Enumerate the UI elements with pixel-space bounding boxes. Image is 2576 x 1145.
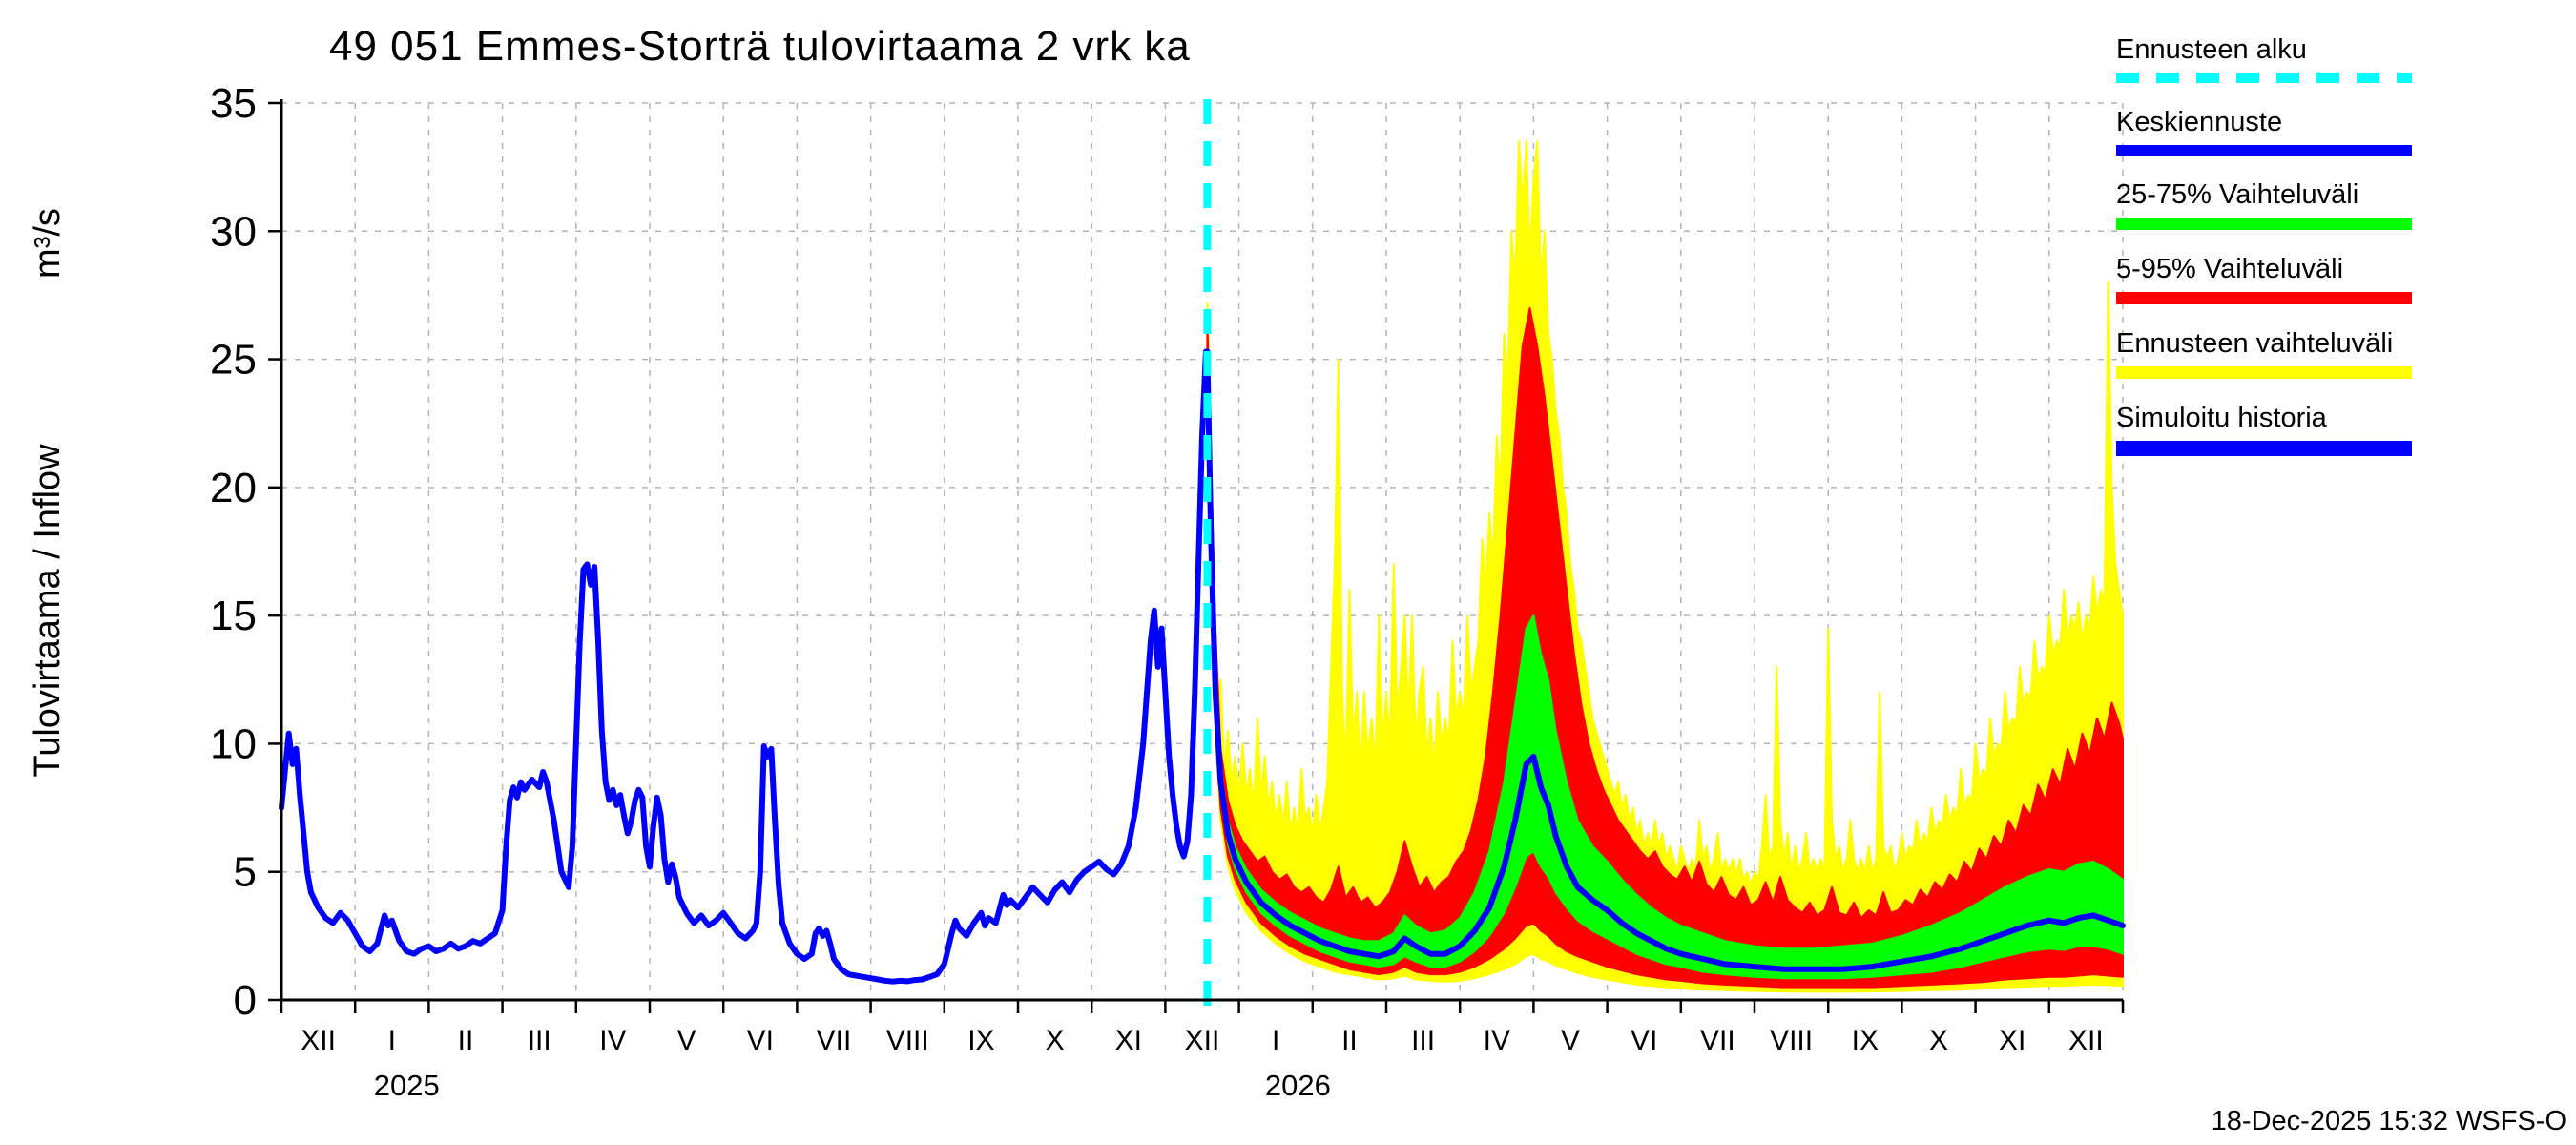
x-tick-label: VI: [1631, 1025, 1657, 1056]
x-tick-label: X: [1929, 1025, 1948, 1056]
x-tick-label: XII: [2068, 1025, 2104, 1056]
x-tick-label: VII: [1700, 1025, 1735, 1056]
history-line: [279, 348, 1211, 985]
x-tick-label: VI: [747, 1025, 774, 1056]
year-label: 2026: [1265, 1069, 1331, 1102]
x-tick-label: IX: [967, 1025, 994, 1056]
y-tick-label: 25: [210, 337, 257, 384]
legend-item-band-5-95: 5-95% Vaihteluväli: [2116, 254, 2441, 304]
legend-swatch-median: [2116, 145, 2412, 156]
x-tick-label: VIII: [1770, 1025, 1813, 1056]
timestamp-footer: 18-Dec-2025 15:32 WSFS-O: [2211, 1106, 2566, 1136]
band-25-75: [1206, 350, 2124, 980]
median-line: [1204, 348, 2126, 972]
x-tick-label: I: [388, 1025, 396, 1056]
legend-item-band-25-75: 25-75% Vaihteluväli: [2116, 179, 2441, 230]
x-tick-label: IV: [599, 1025, 626, 1056]
x-tick-label: VII: [817, 1025, 852, 1056]
legend-swatch-band-25-75: [2116, 218, 2412, 230]
legend-label-forecast-start: Ennusteen alku: [2116, 34, 2307, 65]
legend-item-simulated-history: Simuloitu historia: [2116, 403, 2441, 456]
y-tick-label: 15: [210, 593, 257, 639]
x-tick-label: XI: [1115, 1025, 1142, 1056]
x-tick-label: VIII: [886, 1025, 929, 1056]
legend-label-band-5-95: 5-95% Vaihteluväli: [2116, 254, 2344, 284]
x-tick-label: V: [1561, 1025, 1580, 1056]
x-tick-label: IX: [1852, 1025, 1879, 1056]
x-tick-label: XII: [301, 1025, 336, 1056]
y-axis-title: Tulovirtaama / Inflow: [28, 444, 68, 778]
y-tick-label: 20: [210, 465, 257, 511]
y-tick-label: 35: [210, 80, 257, 127]
x-tick-label: II: [458, 1025, 474, 1056]
x-tick-label: XI: [1999, 1025, 2025, 1056]
x-tick-label: IV: [1484, 1025, 1510, 1056]
chart-title: 49 051 Emmes-Storträ tulovirtaama 2 vrk …: [329, 23, 1191, 70]
y-tick-label: 5: [234, 849, 257, 896]
year-label: 2025: [374, 1069, 440, 1102]
legend-item-forecast-start: Ennusteen alku: [2116, 34, 2441, 83]
x-tick-label: V: [677, 1025, 696, 1056]
x-tick-label: X: [1046, 1025, 1065, 1056]
legend-swatch-forecast-range: [2116, 366, 2412, 379]
legend-item-forecast-range: Ennusteen vaihteluväli: [2116, 328, 2441, 379]
y-tick-label: 30: [210, 208, 257, 255]
legend-label-median: Keskiennuste: [2116, 107, 2283, 137]
y-tick-label: 0: [234, 977, 257, 1024]
x-tick-label: I: [1272, 1025, 1279, 1056]
y-axis-units: m³/s: [28, 208, 68, 279]
x-tick-label: III: [1411, 1025, 1435, 1056]
x-tick-label: II: [1341, 1025, 1358, 1056]
legend-item-median: Keskiennuste: [2116, 107, 2441, 156]
y-tick-label: 10: [210, 720, 257, 767]
x-tick-label: III: [528, 1025, 551, 1056]
legend-swatch-forecast-start: [2116, 73, 2412, 83]
legend-label-forecast-range: Ennusteen vaihteluväli: [2116, 328, 2394, 359]
legend-swatch-simulated-history: [2116, 441, 2412, 456]
legend-swatch-band-5-95: [2116, 292, 2412, 304]
legend: Ennusteen alku Keskiennuste 25-75% Vaihtel…: [2116, 34, 2441, 480]
legend-label-band-25-75: 25-75% Vaihteluväli: [2116, 179, 2359, 210]
band-minmax: [1206, 140, 2124, 993]
legend-label-simulated-history: Simuloitu historia: [2116, 403, 2327, 433]
x-tick-label: XII: [1185, 1025, 1220, 1056]
